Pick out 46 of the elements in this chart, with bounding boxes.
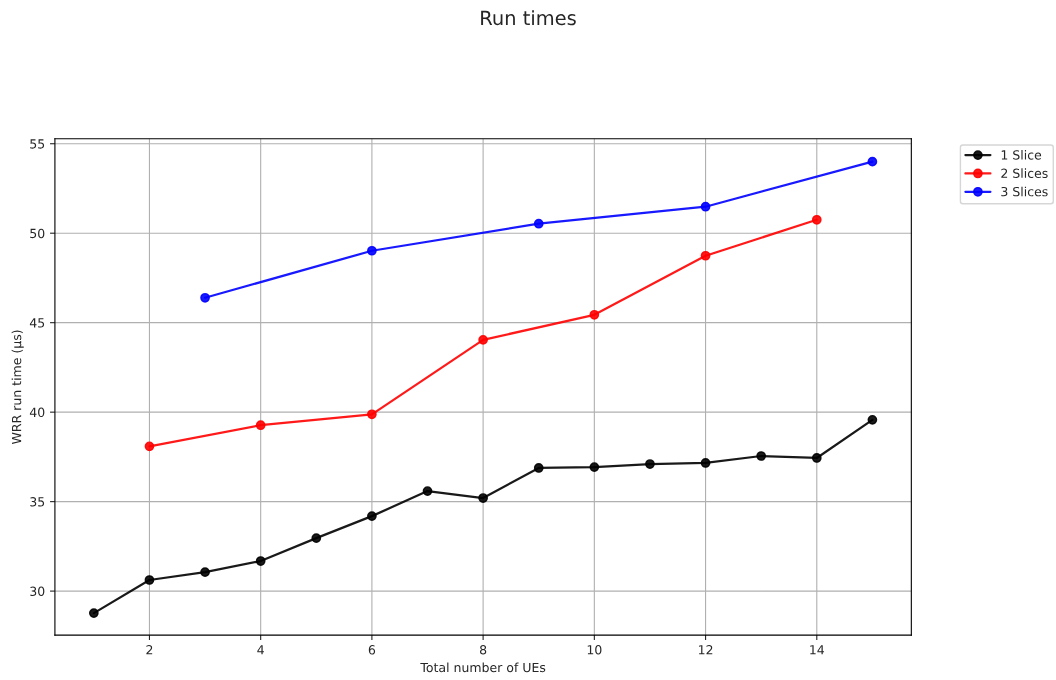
point	[311, 533, 322, 543]
y-tick-label: 55	[30, 139, 45, 149]
x-tick-label: 8	[479, 645, 487, 655]
point	[367, 245, 377, 256]
point	[144, 441, 155, 452]
point	[88, 608, 99, 618]
point	[589, 309, 600, 320]
point	[200, 567, 210, 577]
x-tick-label: 6	[368, 645, 376, 655]
point	[533, 218, 544, 229]
point	[811, 453, 822, 463]
y-tick-label: 30	[30, 586, 45, 597]
chart-title: Run times	[481, 10, 576, 26]
point	[867, 414, 878, 425]
point	[255, 420, 266, 431]
legend-label: 1 Slice	[1001, 149, 1042, 160]
y-axis-title: WRR run time (µs)	[11, 330, 24, 445]
point	[144, 575, 155, 585]
y-tick-label: 35	[30, 497, 45, 507]
point	[478, 493, 488, 503]
y-tick-label: 40	[29, 407, 45, 418]
x-tick-label: 4	[257, 645, 264, 655]
x-axis-title: Total number of UEs	[420, 662, 546, 673]
point	[700, 250, 711, 261]
point	[867, 156, 878, 167]
y-tick-label: 50	[30, 228, 45, 239]
point	[756, 451, 767, 461]
x-tick-label: 12	[698, 645, 713, 655]
point	[422, 486, 433, 496]
point	[200, 292, 210, 303]
point	[700, 458, 711, 468]
y-tick-label: 45	[29, 318, 45, 328]
legend-label: 3 Slices	[1001, 186, 1048, 197]
point	[700, 201, 711, 212]
point	[478, 334, 488, 345]
point	[255, 556, 266, 566]
x-tick-label: 10	[587, 645, 602, 655]
point	[367, 511, 377, 521]
point	[589, 462, 600, 472]
point	[811, 214, 822, 225]
point	[367, 409, 377, 420]
x-tick-label: 2	[146, 645, 153, 655]
legend-label: 2 Slices	[1001, 168, 1048, 178]
point	[645, 459, 655, 469]
x-tick-label: 14	[810, 645, 825, 655]
point	[533, 463, 544, 473]
